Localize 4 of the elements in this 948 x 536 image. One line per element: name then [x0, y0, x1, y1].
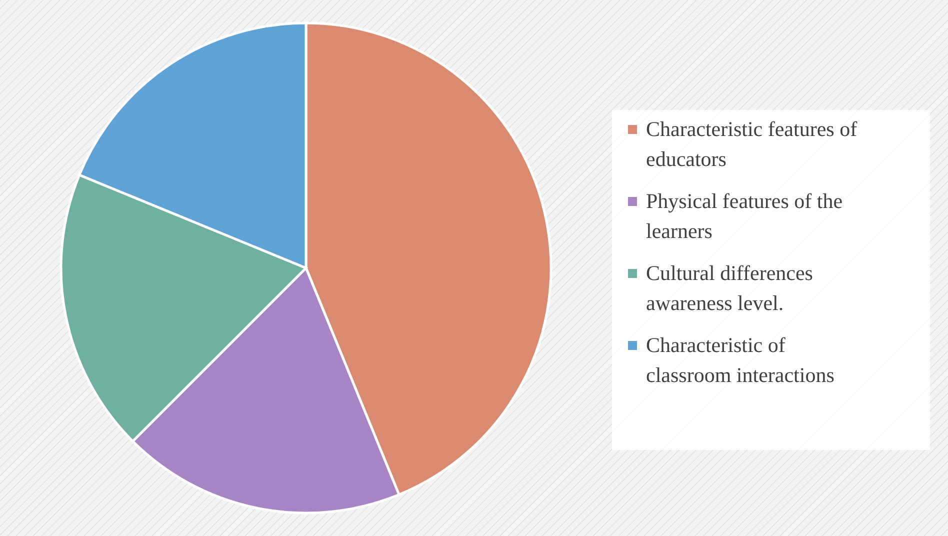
legend-label: Physical features of the learners — [646, 189, 843, 243]
legend-label: Cultural differences awareness level. — [646, 261, 813, 315]
legend-label: Characteristic features of educators — [646, 117, 858, 171]
legend-label: Characteristic of classroom interactions — [646, 333, 834, 387]
